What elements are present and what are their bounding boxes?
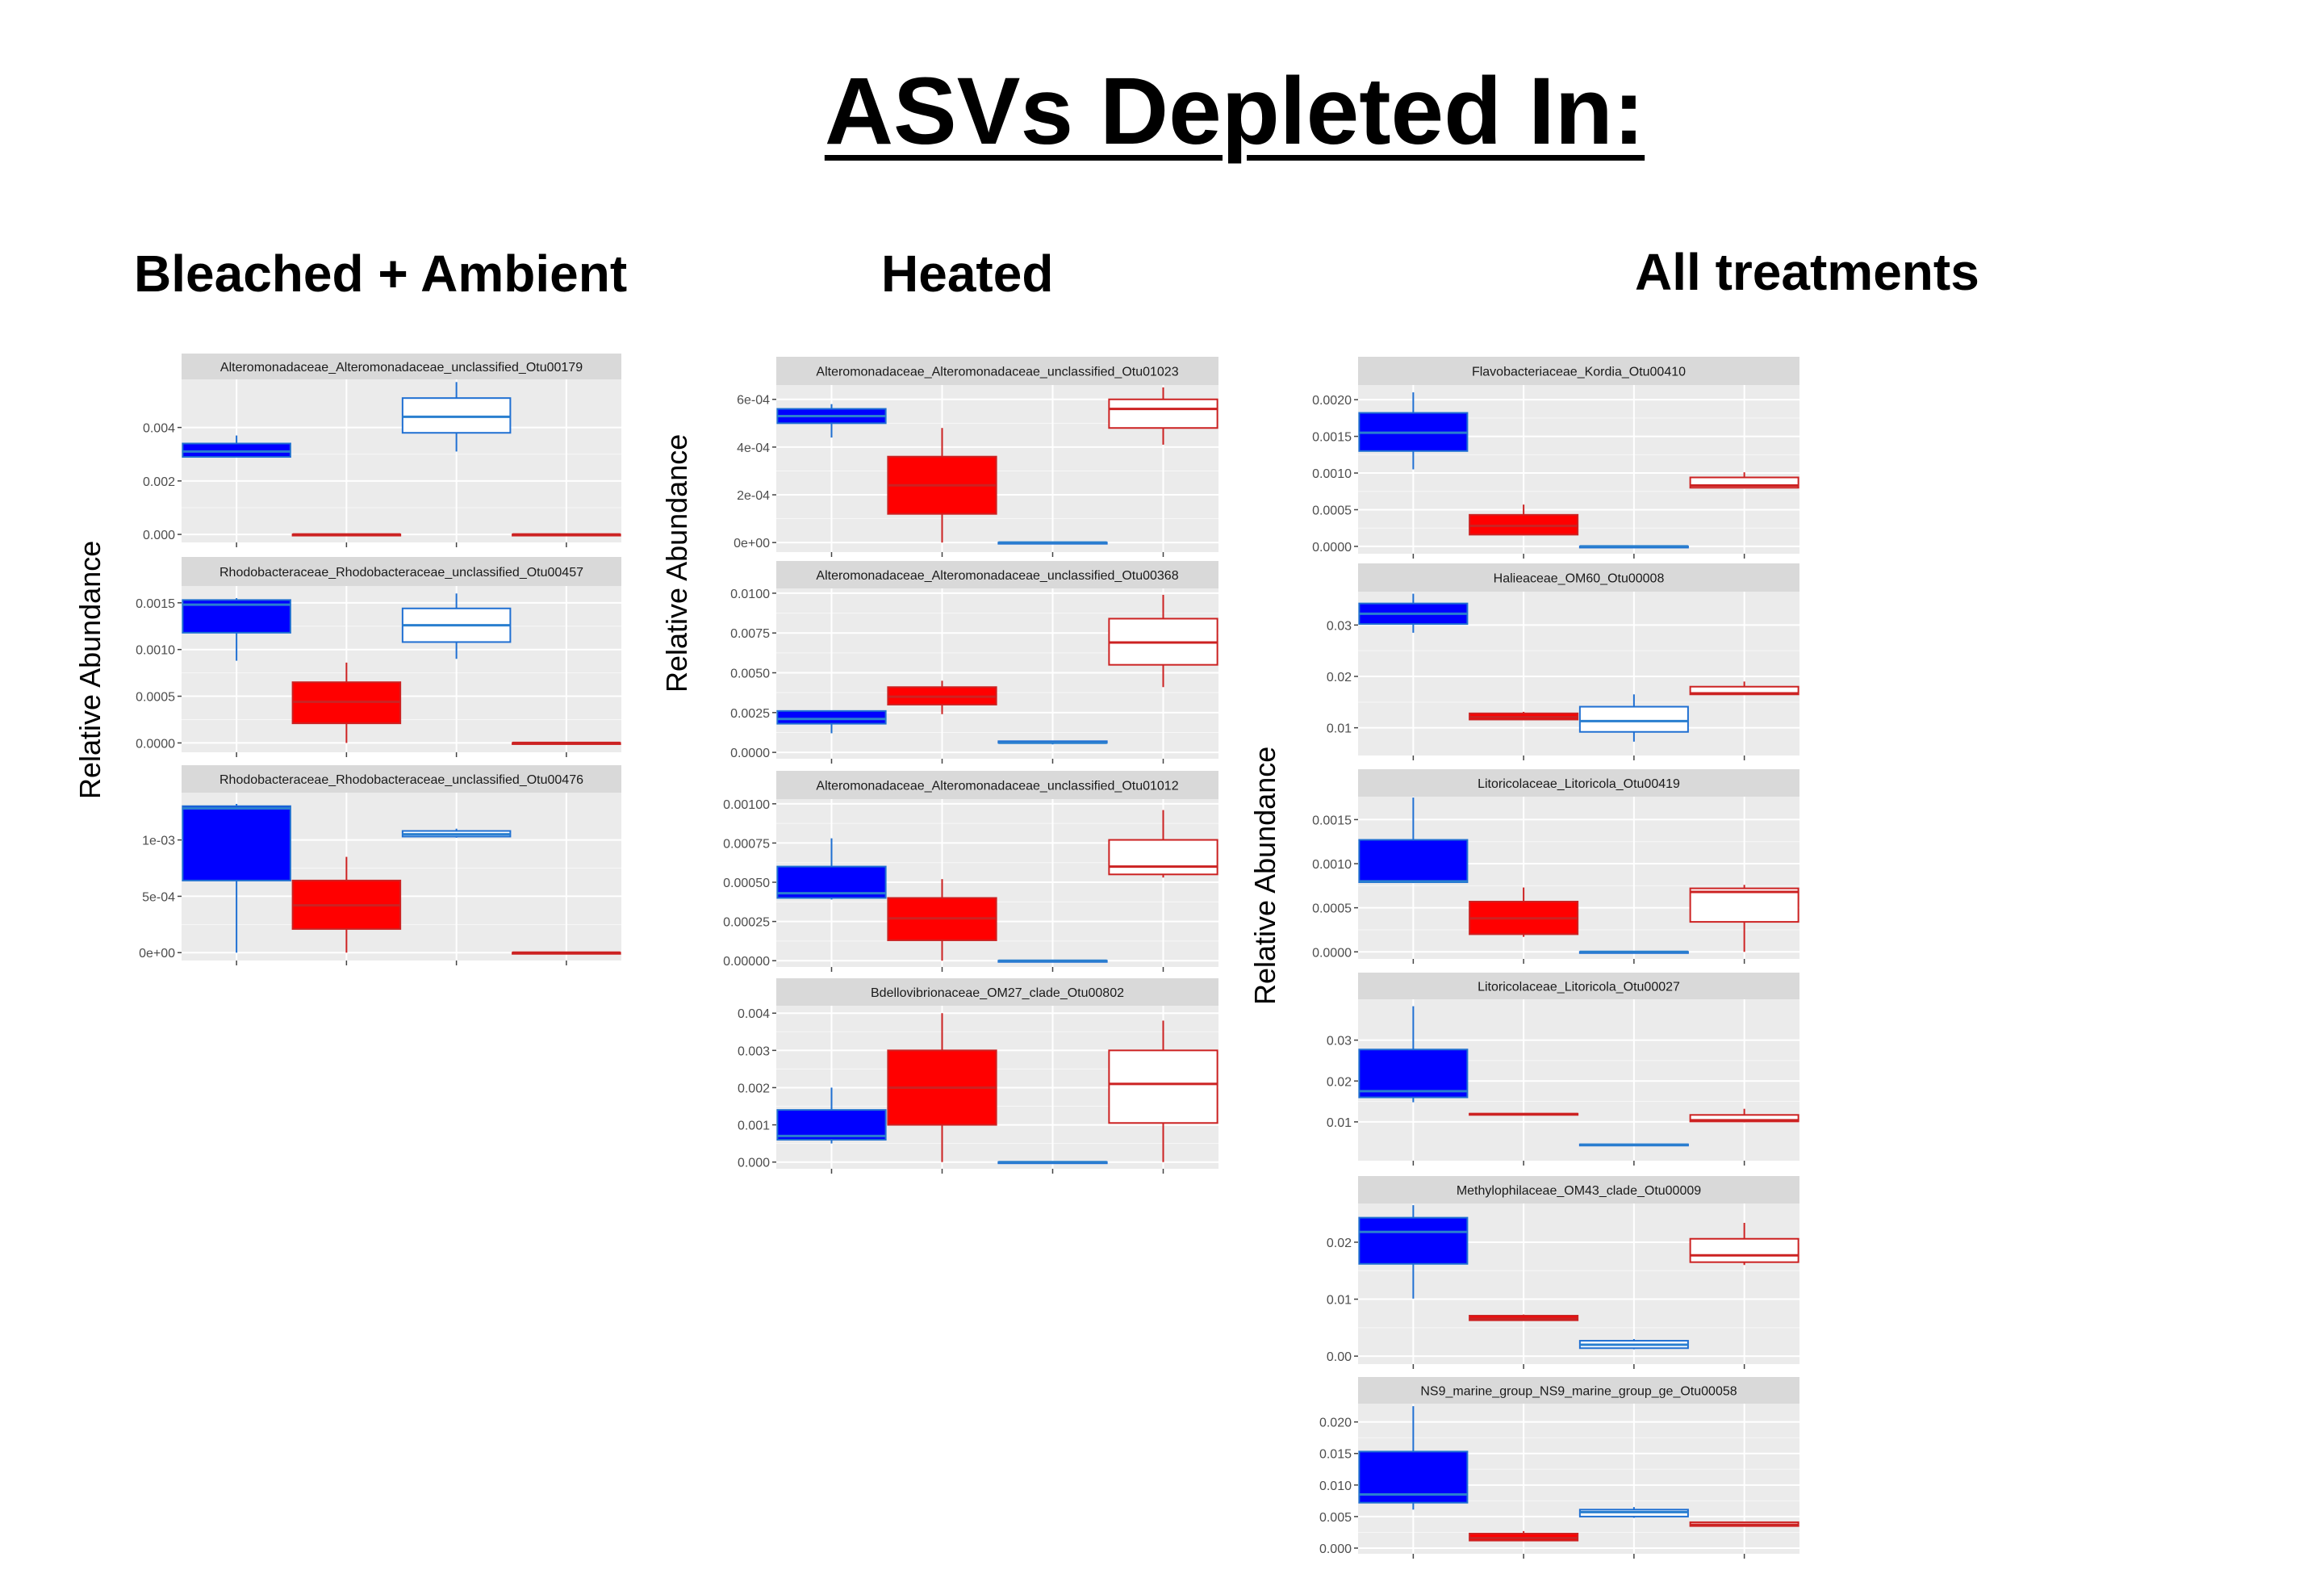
box [1689,887,1799,923]
page-title: ASVs Depleted In: [824,58,1645,165]
y-tick-label: 6e-04 [737,394,770,408]
box [1689,1114,1799,1123]
facet-strip [1358,769,1799,797]
y-tick-label: 0.0050 [730,668,770,681]
facet-strip [182,354,621,379]
facet-strip [1358,563,1799,592]
facet-strip [182,765,621,793]
box [182,442,291,458]
facet-title: Alteromonadaceae_Alteromonadaceae_unclas… [816,780,1178,793]
y-tick-label: 0.01 [1327,1294,1352,1308]
group-heading-bleached-ambient: Bleached + Ambient [134,245,628,303]
y-tick-label: 0.005 [1319,1511,1352,1525]
y-tick-label: 0.00025 [723,916,770,930]
box [1358,1216,1469,1265]
facet-title: Alteromonadaceae_Alteromonadaceae_unclas… [816,569,1178,583]
facet-title: Flavobacteriaceae_Kordia_Otu00410 [1472,366,1686,379]
y-tick-label: 0e+00 [734,537,770,550]
y-tick-label: 0.02 [1327,1237,1352,1250]
facet-title: Litoricolaceae_Litoricola_Otu00027 [1478,981,1680,994]
y-tick-label: 0.020 [1319,1417,1352,1430]
y-tick-label: 0.000 [143,529,175,542]
y-tick-label: 4e-04 [737,442,770,455]
facet-strip [1358,357,1799,385]
y-tick-label: 0.003 [738,1044,770,1058]
y-tick-label: 0.000 [738,1157,770,1170]
y-tick-label: 0.02 [1327,1075,1352,1089]
y-tick-label: 0.0015 [1312,814,1352,827]
box [1578,705,1689,733]
group-heading-heated: Heated [881,245,1054,303]
facet-strip [1358,973,1799,999]
y-tick-label: 0.02 [1327,671,1352,684]
box [1108,839,1218,876]
y-tick-label: 0.01 [1327,1116,1352,1130]
facet-strip [776,771,1218,799]
box [1108,398,1218,429]
y-tick-label: 0.0010 [1312,858,1352,872]
box [1108,1049,1218,1124]
facet-strip [776,357,1218,385]
y-tick-label: 0.00100 [723,798,770,812]
y-tick-label: 0.0000 [136,737,175,751]
plot-panel [182,379,621,542]
y-tick-label: 0.000 [1319,1542,1352,1556]
y-tick-label: 0.03 [1327,619,1352,633]
facet-title: Methylophilaceae_OM43_clade_Otu00009 [1457,1184,1701,1198]
y-tick-label: 0.00 [1327,1350,1352,1364]
y-tick-label: 0.0010 [1312,467,1352,481]
y-tick-label: 0.0075 [730,627,770,641]
y-tick-label: 0.0100 [730,588,770,601]
y-tick-label: 0.0000 [730,747,770,760]
y-tick-label: 0.015 [1319,1448,1352,1462]
facet-strip [1358,1176,1799,1203]
y-tick-label: 5e-04 [142,890,175,904]
facet-title: Alteromonadaceae_Alteromonadaceae_unclas… [220,361,583,375]
facet-strip [1358,1377,1799,1404]
box [401,397,512,434]
y-tick-label: 0.0015 [136,597,175,611]
group-heading-all-treatments: All treatments [1635,243,1979,301]
y-tick-label: 0.00050 [723,877,770,890]
facet-strip [776,978,1218,1006]
y-tick-label: 0.010 [1319,1480,1352,1493]
facet-title: Bdellovibrionaceae_OM27_clade_Otu00802 [871,986,1124,1000]
y-tick-label: 0.0015 [1312,431,1352,445]
facet-title: Litoricolaceae_Litoricola_Otu00419 [1478,777,1680,791]
y-tick-label: 2e-04 [737,489,770,503]
facet-title: Rhodobacteraceae_Rhodobacteraceae_unclas… [219,566,583,580]
box [776,1109,887,1141]
y-tick-label: 0.002 [738,1082,770,1095]
box [1358,1049,1469,1099]
y-tick-label: 0.01 [1327,722,1352,736]
facet-title: Rhodobacteraceae_Rhodobacteraceae_unclas… [219,773,583,787]
facet-strip [182,557,621,586]
y-tick-label: 0.002 [143,475,175,489]
y-tick-label: 0.004 [143,422,175,436]
y-tick-label: 0.00000 [723,955,770,969]
y-tick-label: 0.03 [1327,1035,1352,1049]
y-tick-label: 0.0000 [1312,946,1352,960]
box [776,709,887,725]
y-tick-label: 1e-03 [142,835,175,848]
y-tick-label: 0.0005 [1312,504,1352,517]
y-tick-label: 0e+00 [139,947,175,961]
y-tick-label: 0.0005 [136,691,175,705]
y-tick-label: 0.00075 [723,837,770,851]
y-tick-label: 0.0025 [730,707,770,721]
facet-title: Alteromonadaceae_Alteromonadaceae_unclas… [816,366,1178,379]
y-tick-label: 0.0010 [136,644,175,658]
y-tick-label: 0.0005 [1312,902,1352,916]
facet-title: NS9_marine_group_NS9_marine_group_ge_Otu… [1420,1385,1737,1399]
facet-title: Halieaceae_OM60_Otu00008 [1494,572,1665,586]
y-tick-label: 0.0020 [1312,394,1352,408]
y-tick-label: 0.001 [738,1120,770,1133]
box [182,805,291,881]
y-tick-label: 0.004 [738,1007,770,1021]
y-tick-label: 0.0000 [1312,541,1352,555]
facet-strip [776,561,1218,588]
box [1358,839,1469,883]
box [1689,1237,1799,1263]
